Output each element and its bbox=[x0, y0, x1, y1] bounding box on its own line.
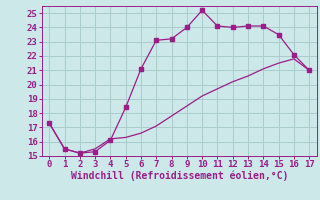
X-axis label: Windchill (Refroidissement éolien,°C): Windchill (Refroidissement éolien,°C) bbox=[70, 171, 288, 181]
